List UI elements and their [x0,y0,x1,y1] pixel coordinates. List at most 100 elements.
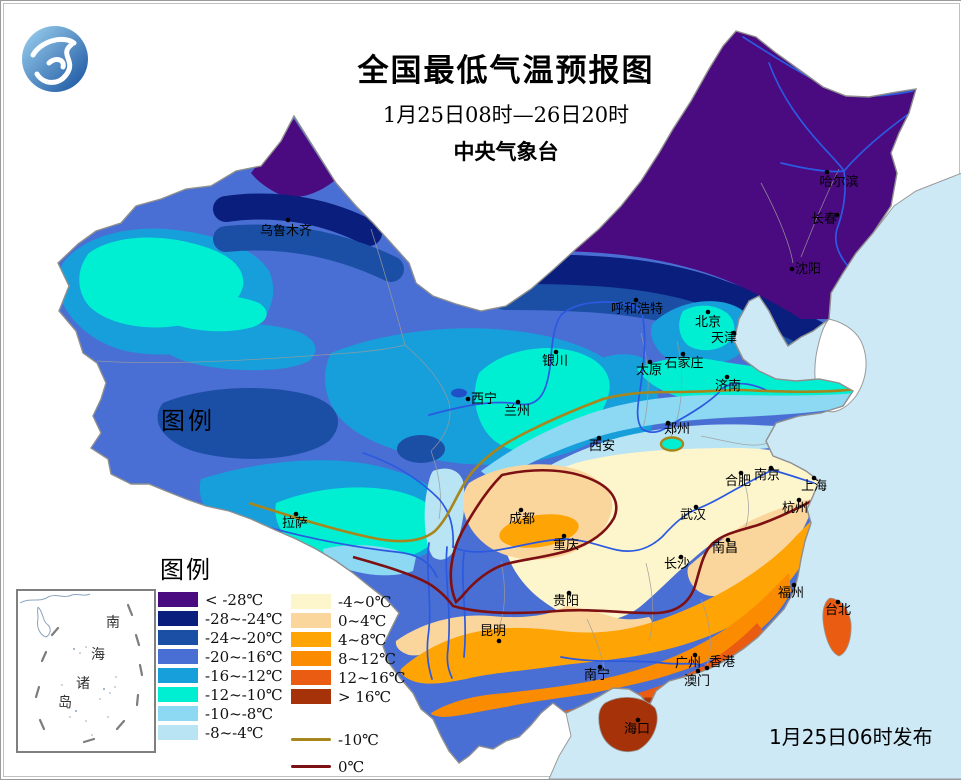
contour-0-main [352,496,818,615]
legend-color-swatch [291,613,331,628]
zone-0-4-southeast-band [687,499,811,597]
legend-item: -24~-20℃ [158,629,478,647]
river-songhua [768,62,845,172]
legend-label: 12~16℃ [338,668,406,687]
city-dot [692,652,698,658]
river-nu [426,542,433,680]
inset-label-char: 岛 [58,695,72,711]
city-label: 长沙 [664,557,690,572]
province-borders [96,168,840,674]
legend-color-swatch [158,592,198,607]
legend-item: < -28℃ [158,590,478,609]
city-label: 福州 [778,586,804,601]
legend-item: 4~8℃ [291,631,406,649]
zone-minus24-minus20-tibet-east-spot [397,435,445,463]
city-label: 长春 [811,212,837,227]
legend-label: -4~0℃ [338,592,392,611]
city-label: 郑州 [664,422,690,437]
legend-line-swatch [291,737,331,742]
city-dot [647,359,653,365]
inset-label-char: 诸 [76,676,90,692]
city-dot [834,212,840,218]
city-dot [693,504,699,510]
inset-coastline [19,593,91,638]
inset-label-char: 海 [91,647,105,663]
river-songhua-south [834,170,848,266]
city-dot [515,399,521,405]
river-yellow [428,301,769,433]
legend-label: 8~12℃ [338,649,396,668]
city-dot [553,349,559,355]
river-ussuri [843,114,908,172]
city-label: 呼和浩特 [611,302,663,317]
city-dot [678,554,684,560]
legend-color-swatch [158,649,198,664]
city-label: 西安 [589,439,615,454]
river-lancang [445,546,453,679]
contour-minus10-zhengzhou-spot-fill [661,437,683,451]
legend-color-swatch [158,611,198,626]
legend-color-swatch [158,668,198,683]
zone-minus24-minus20-tibet-blob [157,388,339,459]
legend-label: -8~-4℃ [205,723,264,742]
legend-color-swatch [291,632,331,647]
city-label: 昆明 [480,624,506,639]
city-label: 西宁 [471,391,497,407]
page-title: 全国最低气温预报图 [357,53,655,89]
city-label: 拉萨 [282,516,308,531]
legend-label: -20~-16℃ [205,647,283,666]
city-dot [518,507,524,513]
legend-column-right: -4~0℃ 0~4℃ 4~8℃ 8~12℃ 12~16℃ > 16℃ -10℃ 0℃ [291,592,406,776]
city-label: 海口 [624,722,650,737]
legend-item: -10~-8℃ [158,704,478,723]
legend-color-swatch [158,687,198,702]
legend-color-swatch [291,651,331,666]
city-label: 贵阳 [553,594,579,609]
legend-label: -10~-8℃ [205,704,274,723]
legend-label: -16~-12℃ [205,666,283,685]
city-label: 石家庄 [664,355,703,371]
legend-line-item: -10℃ [291,731,406,749]
city-dot [768,465,774,471]
agency-name: 中央气象台 [453,140,559,164]
hainan-island [598,697,658,752]
city-dot [695,668,701,674]
city-label: 南京 [754,467,780,483]
city-dot [731,330,737,336]
china-border-outline [57,30,917,764]
city-label: 香港 [709,655,735,670]
legend-line-item: 0℃ [291,758,406,776]
city-dot [293,511,299,517]
legend-color-swatch [158,706,198,721]
city-dot [635,717,641,723]
zone-minus10-minus8-band [481,393,858,477]
legend-label: < -28℃ [205,590,264,609]
legend-item: 0~4℃ [291,611,406,630]
city-label: 天津 [711,331,737,346]
zone-minus28-minus24-xinjiang-band [213,193,382,246]
zone-minus12-minus10-beijing [679,305,735,351]
legend-color-swatch [291,689,331,704]
city-dot [725,537,731,543]
inset-label-char: 南 [106,615,120,631]
city-dot [596,435,602,441]
legend-item: -28~-24℃ [158,610,478,628]
city-dot [796,497,802,503]
city-label: 太原 [636,363,662,378]
zone-4-8-south-band [400,521,813,684]
legend-item: > 16℃ [291,688,406,706]
city-label: 上海 [801,479,827,494]
legend-item: -4~0℃ [291,592,406,611]
city-dot [597,664,603,670]
city-dot [566,590,572,596]
river-songhua-west [780,162,845,173]
contour-0-sichuan-loop [449,468,618,605]
city-dot [738,470,744,476]
city-dot [811,475,817,481]
city-dot [561,533,567,539]
legend-label: 0~4℃ [338,611,387,630]
